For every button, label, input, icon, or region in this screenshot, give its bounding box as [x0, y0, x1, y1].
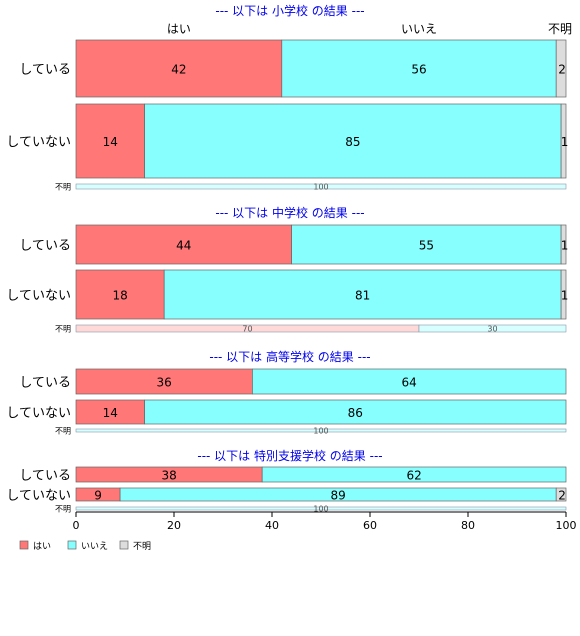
bar-segment [144, 103, 562, 179]
data-label: 1 [561, 135, 569, 149]
data-label: 100 [313, 427, 328, 436]
data-label: 86 [348, 406, 363, 420]
top-column-label-1: いいえ [401, 22, 437, 36]
data-label: 62 [406, 469, 421, 483]
bar-segment [555, 39, 567, 98]
x-tick-label: 80 [461, 519, 475, 532]
row-label: していない [6, 289, 71, 304]
x-tick-label: 100 [556, 519, 577, 532]
bar-segment [281, 39, 557, 98]
legend-label: 不明 [133, 541, 151, 552]
bar-segment [75, 183, 567, 190]
data-label: 89 [331, 489, 346, 503]
data-label: 18 [112, 289, 127, 303]
panel-title: --- 以下は 小学校 の結果 --- [215, 3, 364, 18]
data-label: 55 [419, 239, 434, 253]
data-label: 100 [313, 505, 328, 514]
data-label: 56 [411, 63, 426, 77]
data-label: 44 [176, 239, 191, 253]
x-tick-label: 60 [363, 519, 377, 532]
bar-segment [75, 368, 253, 395]
row-label: している [19, 239, 71, 254]
bar-segment [560, 224, 567, 265]
bar-segment [560, 103, 567, 179]
bar-segment [75, 428, 567, 433]
row-label: している [19, 376, 71, 391]
top-column-label-2: 不明 [548, 22, 572, 36]
row-label: 不明 [55, 427, 71, 436]
data-label: 2 [558, 489, 566, 503]
data-label: 38 [161, 469, 176, 483]
legend-label: はい [33, 541, 51, 552]
row-label: 不明 [55, 505, 71, 514]
x-tick-label: 40 [265, 519, 279, 532]
data-label: 30 [487, 325, 497, 334]
data-label: 42 [171, 63, 186, 77]
row-label: している [19, 469, 71, 484]
data-label: 2 [558, 63, 566, 77]
row-label: していない [6, 489, 71, 504]
bar-segment [75, 399, 145, 425]
bar-segment [75, 224, 292, 265]
bar-segment [291, 224, 562, 265]
data-label: 1 [561, 239, 569, 253]
bar-segment [418, 324, 567, 333]
row-label: している [19, 63, 71, 78]
row-label: していない [6, 406, 71, 421]
data-label: 1 [561, 289, 569, 303]
data-label: 14 [103, 135, 118, 149]
data-label: 9 [94, 489, 102, 503]
row-label: 不明 [55, 183, 71, 192]
legend-swatch [119, 540, 129, 550]
data-label: 14 [103, 406, 118, 420]
data-label: 100 [313, 183, 328, 192]
panel-title: --- 以下は 高等学校 の結果 --- [209, 349, 370, 364]
x-tick-label: 20 [167, 519, 181, 532]
legend-label: いいえ [81, 541, 108, 552]
legend-swatch [67, 540, 77, 550]
bar-segment [75, 39, 283, 98]
bar-segment [75, 269, 165, 320]
data-label: 70 [242, 325, 252, 334]
panel-title: --- 以下は 中学校 の結果 --- [215, 205, 364, 220]
row-label: 不明 [55, 325, 71, 334]
x-tick-label: 0 [73, 519, 80, 532]
row-label: していない [6, 135, 71, 150]
data-label: 64 [402, 376, 417, 390]
bar-segment [261, 466, 567, 483]
bar-segment [560, 269, 567, 320]
legend-swatch [19, 540, 29, 550]
top-column-label-0: はい [167, 22, 191, 36]
bar-segment [75, 506, 567, 511]
panel-title: --- 以下は 特別支援学校 の結果 --- [197, 448, 382, 463]
bar-segment [144, 399, 567, 425]
data-label: 85 [345, 135, 360, 149]
data-label: 36 [157, 376, 172, 390]
data-label: 81 [355, 289, 370, 303]
bar-segment [163, 269, 562, 320]
bar-segment [252, 368, 567, 395]
bar-segment [555, 487, 567, 502]
